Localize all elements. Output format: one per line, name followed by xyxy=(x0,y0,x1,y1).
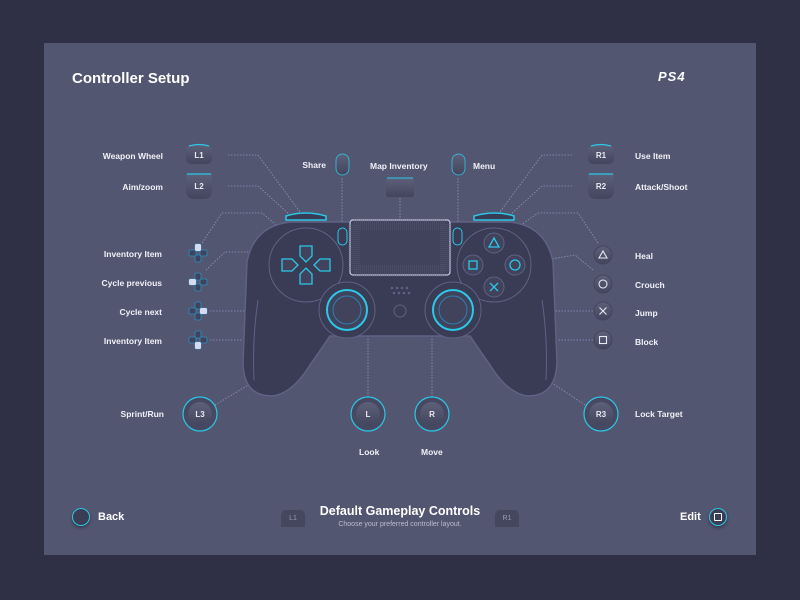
cross-icon[interactable] xyxy=(593,301,613,321)
layout-subtitle: Choose your preferred controller layout. xyxy=(338,521,462,528)
label-lock-target: Lock Target xyxy=(635,409,683,419)
label-sprint-run: Sprint/Run xyxy=(120,409,164,419)
dpad-down-icon xyxy=(188,330,208,350)
next-layout-tab[interactable]: R1 xyxy=(495,510,519,527)
svg-text:R2: R2 xyxy=(596,182,607,191)
svg-text:R1: R1 xyxy=(596,151,607,160)
speaker-grille xyxy=(390,286,411,295)
svg-text:R3: R3 xyxy=(596,410,607,419)
edit-square-icon xyxy=(709,508,727,526)
label-jump: Jump xyxy=(635,308,658,318)
share-button-controller[interactable] xyxy=(337,227,348,246)
l-stick-key[interactable]: L xyxy=(350,396,386,432)
label-attack-shoot: Attack/Shoot xyxy=(635,182,688,192)
label-inventory-item-up: Inventory Item xyxy=(103,249,162,259)
label-cycle-next: Cycle next xyxy=(119,307,162,317)
r3-key[interactable]: R3 xyxy=(583,396,619,432)
options-button-controller[interactable] xyxy=(452,227,463,246)
label-inventory-item-down: Inventory Item xyxy=(103,336,162,346)
r2-key[interactable]: R2 xyxy=(588,173,614,199)
label-block: Block xyxy=(635,337,659,347)
menu-key[interactable] xyxy=(451,153,466,176)
dpad-right-icon xyxy=(188,301,208,321)
triangle-icon[interactable] xyxy=(593,245,613,265)
svg-text:R: R xyxy=(429,410,435,419)
label-map-inventory: Map Inventory xyxy=(370,161,428,171)
l2-key[interactable]: L2 xyxy=(186,173,212,199)
dpad-left-icon xyxy=(188,272,208,292)
prev-layout-tab[interactable]: L1 xyxy=(281,510,305,527)
square-icon[interactable] xyxy=(593,330,613,350)
r-stick-key[interactable]: R xyxy=(414,396,450,432)
layout-title: Default Gameplay Controls xyxy=(319,504,481,518)
ps-button[interactable] xyxy=(393,304,407,318)
back-circle-icon xyxy=(72,508,90,526)
touchpad-key[interactable] xyxy=(386,177,414,197)
l1-key[interactable]: L1 xyxy=(186,143,212,165)
svg-text:L1: L1 xyxy=(194,151,204,160)
r1-key[interactable]: R1 xyxy=(588,143,614,165)
page-title: Controller Setup xyxy=(72,70,190,87)
dpad[interactable] xyxy=(268,227,344,303)
dpad-icons xyxy=(188,243,208,350)
label-aim-zoom: Aim/zoom xyxy=(122,182,163,192)
left-stick[interactable] xyxy=(318,281,376,339)
label-look: Look xyxy=(359,447,380,457)
l3-key[interactable]: L3 xyxy=(182,396,218,432)
face-buttons[interactable] xyxy=(456,227,532,303)
label-crouch: Crouch xyxy=(635,280,665,290)
back-label: Back xyxy=(98,511,125,523)
label-menu: Menu xyxy=(473,161,496,171)
svg-text:L2: L2 xyxy=(194,182,204,191)
ps4-logo: PS4 xyxy=(658,69,686,84)
svg-text:L: L xyxy=(366,410,371,419)
label-use-item: Use Item xyxy=(635,151,671,161)
dpad-up-icon xyxy=(188,243,208,263)
label-weapon-wheel: Weapon Wheel xyxy=(102,151,163,161)
share-key[interactable] xyxy=(335,153,350,176)
svg-text:L3: L3 xyxy=(195,410,205,419)
right-stick[interactable] xyxy=(424,281,482,339)
label-move: Move xyxy=(421,447,443,457)
edit-label: Edit xyxy=(680,511,701,523)
label-cycle-previous: Cycle previous xyxy=(101,278,162,288)
label-share: Share xyxy=(302,160,326,170)
touchpad[interactable] xyxy=(349,219,451,276)
label-heal: Heal xyxy=(635,251,653,261)
circle-icon[interactable] xyxy=(593,274,613,294)
